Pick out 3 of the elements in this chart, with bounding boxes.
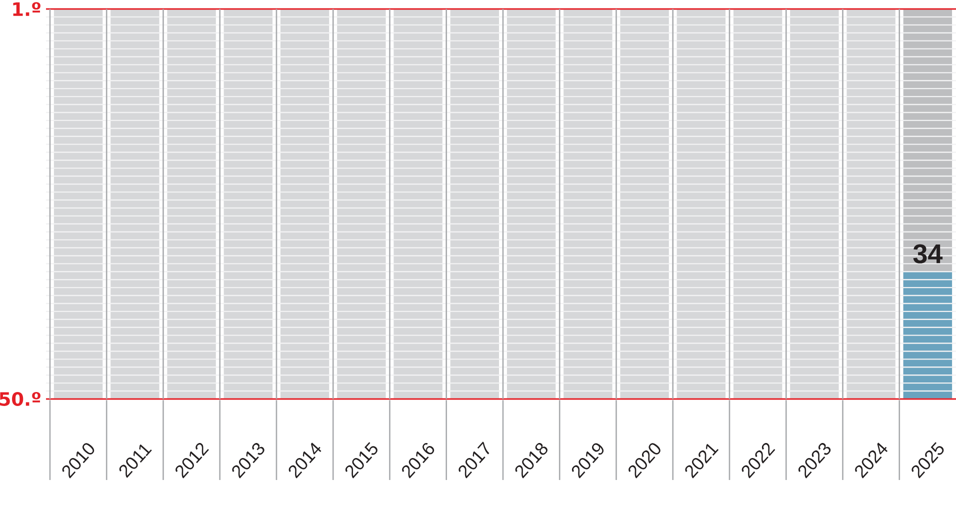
annotation: 34 bbox=[913, 244, 943, 264]
y-tick-label: 1.º bbox=[13, 2, 40, 16]
y-tick-label: 50.º bbox=[0, 392, 40, 406]
